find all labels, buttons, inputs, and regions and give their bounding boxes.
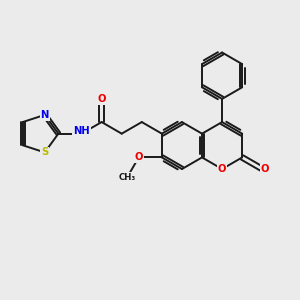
Text: S: S xyxy=(41,147,48,158)
Text: O: O xyxy=(261,164,269,174)
Text: CH₃: CH₃ xyxy=(118,173,136,182)
Text: O: O xyxy=(218,164,226,174)
Text: NH: NH xyxy=(73,126,90,136)
Text: O: O xyxy=(98,94,106,104)
Text: N: N xyxy=(40,110,49,120)
Text: O: O xyxy=(134,152,143,162)
